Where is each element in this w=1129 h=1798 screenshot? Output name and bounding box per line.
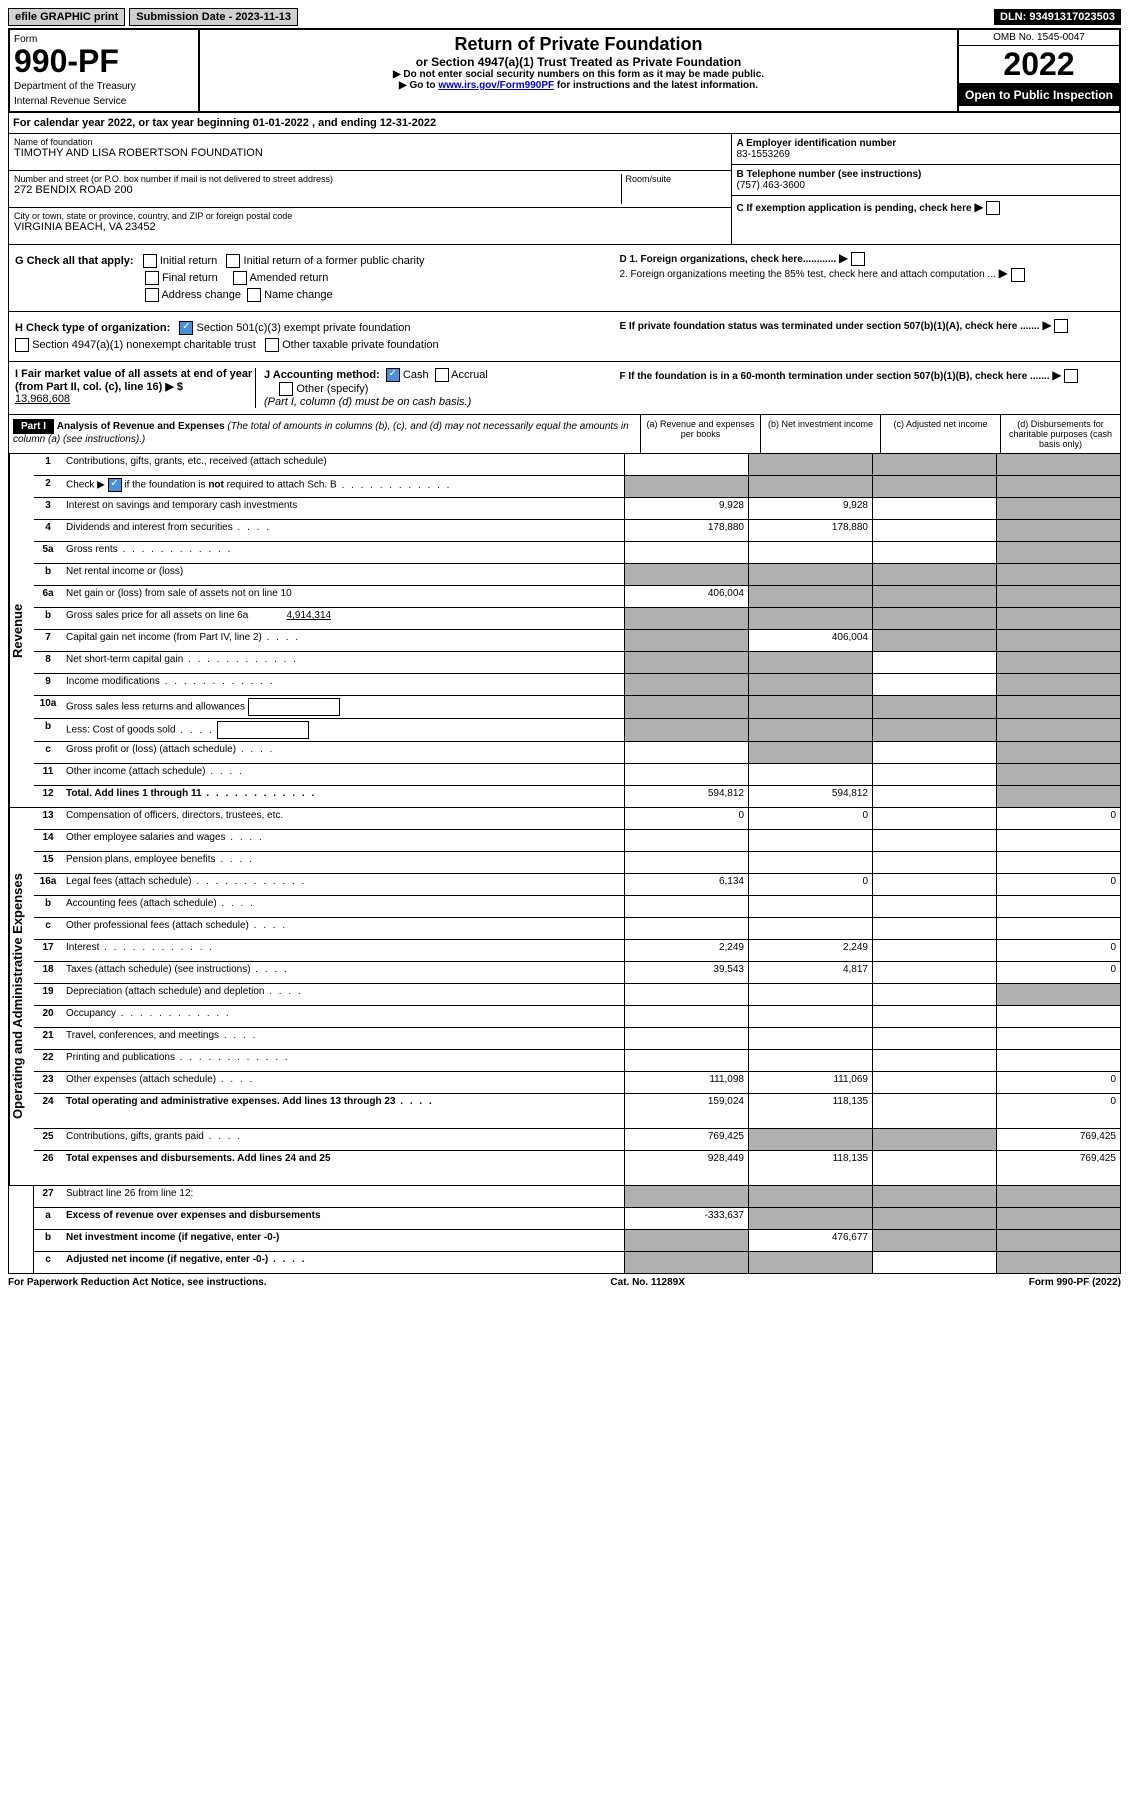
foundation-name-cell: Name of foundation TIMOTHY AND LISA ROBE… bbox=[9, 134, 731, 171]
dln-label: DLN: 93491317023503 bbox=[994, 9, 1121, 25]
status-terminated-checkbox[interactable] bbox=[1054, 319, 1068, 333]
col-a-header: (a) Revenue and expenses per books bbox=[640, 415, 760, 453]
address-cell: Number and street (or P.O. box number if… bbox=[9, 171, 731, 208]
city-cell: City or town, state or province, country… bbox=[9, 208, 731, 244]
instruction-1: ▶ Do not enter social security numbers o… bbox=[204, 69, 953, 80]
dept-line2: Internal Revenue Service bbox=[14, 96, 194, 107]
other-taxable-checkbox[interactable] bbox=[265, 338, 279, 352]
exemption-checkbox[interactable] bbox=[986, 201, 1000, 215]
expenses-side-label: Operating and Administrative Expenses bbox=[9, 808, 34, 1185]
other-method-checkbox[interactable] bbox=[279, 382, 293, 396]
g-label: G Check all that apply: bbox=[15, 255, 134, 267]
form-number: 990-PF bbox=[14, 45, 194, 77]
form-version: Form 990-PF (2022) bbox=[1029, 1277, 1121, 1288]
calendar-year-line: For calendar year 2022, or tax year begi… bbox=[8, 113, 1121, 134]
phone-cell: B Telephone number (see instructions) (7… bbox=[732, 165, 1121, 196]
dept-line1: Department of the Treasury bbox=[14, 81, 194, 92]
name-change-checkbox[interactable] bbox=[247, 288, 261, 302]
part1-header-row: Part I Analysis of Revenue and Expenses … bbox=[8, 414, 1121, 454]
h-label: H Check type of organization: bbox=[15, 322, 170, 334]
cogs-box bbox=[217, 721, 309, 739]
i-label: I Fair market value of all assets at end… bbox=[15, 368, 252, 393]
col-c-header: (c) Adjusted net income bbox=[880, 415, 1000, 453]
revenue-table: Revenue 1Contributions, gifts, grants, e… bbox=[8, 454, 1121, 808]
checks-g-row: G Check all that apply: Initial return I… bbox=[8, 245, 1121, 312]
omb-number: OMB No. 1545-0047 bbox=[959, 30, 1119, 46]
open-public-badge: Open to Public Inspection bbox=[959, 84, 1119, 106]
60-month-checkbox[interactable] bbox=[1064, 369, 1078, 383]
initial-return-checkbox[interactable] bbox=[143, 254, 157, 268]
paperwork-notice: For Paperwork Reduction Act Notice, see … bbox=[8, 1277, 267, 1288]
subtract-table: 27Subtract line 26 from line 12: aExcess… bbox=[8, 1186, 1121, 1274]
checks-h-row: H Check type of organization: Section 50… bbox=[8, 312, 1121, 362]
main-title: Return of Private Foundation bbox=[204, 34, 953, 55]
instruction-2: ▶ Go to www.irs.gov/Form990PF for instru… bbox=[204, 80, 953, 91]
accrual-checkbox[interactable] bbox=[435, 368, 449, 382]
form-title-block: Return of Private Foundation or Section … bbox=[200, 30, 957, 111]
submission-date-label: Submission Date - 2023-11-13 bbox=[129, 8, 298, 26]
tax-year: 2022 bbox=[959, 46, 1119, 84]
exemption-pending-cell: C If exemption application is pending, c… bbox=[732, 196, 1121, 219]
form-year-block: OMB No. 1545-0047 2022 Open to Public In… bbox=[957, 30, 1119, 111]
col-d-header: (d) Disbursements for charitable purpose… bbox=[1000, 415, 1120, 453]
form-header: Form 990-PF Department of the Treasury I… bbox=[8, 28, 1121, 113]
form-id-block: Form 990-PF Department of the Treasury I… bbox=[10, 30, 200, 111]
identity-grid: Name of foundation TIMOTHY AND LISA ROBE… bbox=[8, 134, 1121, 245]
ein-cell: A Employer identification number 83-1553… bbox=[732, 134, 1121, 165]
part1-badge: Part I bbox=[13, 419, 54, 434]
final-return-checkbox[interactable] bbox=[145, 271, 159, 285]
checks-ij-row: I Fair market value of all assets at end… bbox=[8, 362, 1121, 414]
initial-return-public-checkbox[interactable] bbox=[226, 254, 240, 268]
top-bar: efile GRAPHIC print Submission Date - 20… bbox=[8, 8, 1121, 26]
j-label: J Accounting method: bbox=[264, 369, 380, 381]
form-url-link[interactable]: www.irs.gov/Form990PF bbox=[438, 80, 554, 91]
fmv-value: 13,968,608 bbox=[15, 393, 95, 405]
efile-print-button[interactable]: efile GRAPHIC print bbox=[8, 8, 125, 26]
part1-title: Analysis of Revenue and Expenses bbox=[57, 421, 225, 432]
foreign-85-checkbox[interactable] bbox=[1011, 268, 1025, 282]
page-footer: For Paperwork Reduction Act Notice, see … bbox=[8, 1274, 1121, 1291]
amended-return-checkbox[interactable] bbox=[233, 271, 247, 285]
sch-b-checkbox[interactable] bbox=[108, 478, 122, 492]
expenses-table: Operating and Administrative Expenses 13… bbox=[8, 808, 1121, 1186]
room-suite-label: Room/suite bbox=[626, 174, 726, 184]
501c3-checkbox[interactable] bbox=[179, 321, 193, 335]
revenue-side-label: Revenue bbox=[9, 454, 34, 807]
cash-checkbox[interactable] bbox=[386, 368, 400, 382]
gross-sales-box bbox=[248, 698, 340, 716]
col-b-header: (b) Net investment income bbox=[760, 415, 880, 453]
catalog-number: Cat. No. 11289X bbox=[610, 1277, 684, 1288]
4947-checkbox[interactable] bbox=[15, 338, 29, 352]
address-change-checkbox[interactable] bbox=[145, 288, 159, 302]
subtitle: or Section 4947(a)(1) Trust Treated as P… bbox=[204, 55, 953, 69]
foreign-org-checkbox[interactable] bbox=[851, 252, 865, 266]
j-note: (Part I, column (d) must be on cash basi… bbox=[264, 396, 471, 408]
